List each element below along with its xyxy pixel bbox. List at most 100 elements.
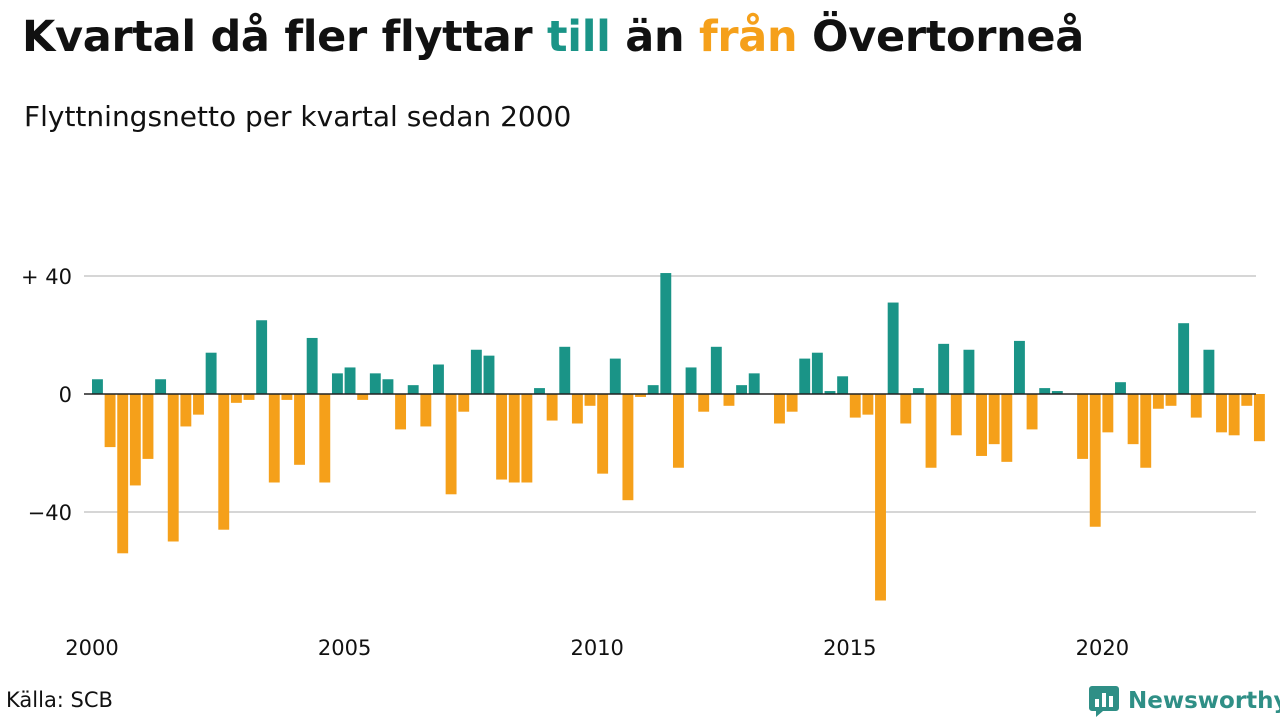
bar-2010-q3: 2010 Q3: -36 <box>622 394 634 501</box>
bar-2016-q2: 2016 Q2: 2 <box>912 388 924 394</box>
bar-2002-q1: 2002 Q1: -7 <box>193 394 204 415</box>
bar-2015-q2: 2015 Q2: -7 <box>862 394 874 415</box>
bar-2004-q2: 2004 Q2: 19 <box>306 337 318 394</box>
bar-2000-q4: 2000 Q4: -31 <box>129 394 141 486</box>
bar-2007-q1: 2007 Q1: -34 <box>445 394 457 495</box>
title-part-2: än <box>610 12 699 62</box>
x-tick-label: 2000 <box>65 636 118 660</box>
bar-2006-q2: 2006 Q2: 3 <box>407 385 419 394</box>
bar-2022-q2: 2022 Q2: -13 <box>1216 394 1227 433</box>
bar-2010-q1: 2010 Q1: -27 <box>597 394 609 474</box>
bar-2010-q2: 2010 Q2: 12 <box>609 358 621 394</box>
bar-2012-q2: 2012 Q2: 16 <box>710 346 722 394</box>
bar-2013-q3: 2013 Q3: -10 <box>774 394 785 424</box>
title-word-till: till <box>547 12 611 62</box>
bar-2000-q2: 2000 Q2: -18 <box>104 394 116 448</box>
bar-2009-q3: 2009 Q3: -10 <box>571 394 583 424</box>
bar-2001-q4: 2001 Q4: -11 <box>180 394 192 427</box>
bar-2009-q1: 2009 Q1: -9 <box>546 394 558 421</box>
y-tick-label: + 40 <box>21 265 72 289</box>
bar-2012-q3: 2012 Q3: -4 <box>723 394 735 406</box>
source-note: Källa: SCB <box>6 688 113 712</box>
bar-2022-q3: 2022 Q3: -14 <box>1228 394 1240 436</box>
bar-2013-q4: 2013 Q4: -6 <box>786 394 798 412</box>
bar-2002-q4: 2002 Q4: -3 <box>230 394 242 403</box>
bar-2008-q3: 2008 Q3: -30 <box>521 394 533 483</box>
chart-subtitle: Flyttningsnetto per kvartal sedan 2000 <box>24 100 572 133</box>
bar-2012-q4: 2012 Q4: 3 <box>736 385 748 394</box>
bar-2020-q4: 2020 Q4: -25 <box>1140 394 1152 468</box>
bar-2004-q4: 2004 Q4: 7 <box>331 373 343 394</box>
bar-2001-q3: 2001 Q3: -50 <box>167 394 179 542</box>
bar-2021-q1: 2021 Q1: -5 <box>1152 394 1164 409</box>
bar-2000-q3: 2000 Q3: -54 <box>117 394 129 554</box>
bar-2019-q1: 2019 Q1: 1 <box>1051 391 1063 394</box>
bar-2017-q4: 2017 Q4: -17 <box>988 394 1000 445</box>
bar-2017-q2: 2017 Q2: 15 <box>963 349 975 394</box>
bar-2007-q2: 2007 Q2: -6 <box>458 394 470 412</box>
brand-name: Newsworthy <box>1128 688 1280 714</box>
bar-2010-q4: 2010 Q4: -1 <box>635 394 646 397</box>
bar-2021-q2: 2021 Q2: -4 <box>1165 394 1177 406</box>
x-tick-labels: 2000 2005 2010 2015 2020 <box>65 636 1129 660</box>
x-tick-label: 2015 <box>823 636 876 660</box>
bar-2005-q2: 2005 Q2: -2 <box>357 394 369 400</box>
bar-2021-q3: 2021 Q3: 24 <box>1178 323 1190 394</box>
bar-2007-q3: 2007 Q3: 15 <box>470 349 482 394</box>
bar-2001-q1: 2001 Q1: -22 <box>142 394 154 459</box>
bar-chart: 2000 Q1: 52000 Q2: -182000 Q3: -542000 Q… <box>21 265 1265 660</box>
bar-2021-q4: 2021 Q4: -8 <box>1190 394 1202 418</box>
bar-2014-q4: 2014 Q4: 6 <box>837 376 849 394</box>
bar-2018-q3: 2018 Q3: -12 <box>1026 394 1038 430</box>
bar-2015-q1: 2015 Q1: -8 <box>849 394 861 418</box>
bar-2005-q4: 2005 Q4: 5 <box>382 379 394 394</box>
x-tick-label: 2020 <box>1076 636 1129 660</box>
bar-2012-q1: 2012 Q1: -6 <box>698 394 710 412</box>
bar-2022-q4: 2022 Q4: -4 <box>1241 394 1253 406</box>
bar-2009-q2: 2009 Q2: 16 <box>559 346 571 394</box>
bar-2018-q4: 2018 Q4: 2 <box>1039 388 1051 394</box>
bar-2011-q2: 2011 Q2: 41 <box>660 273 672 394</box>
bar-2004-q1: 2004 Q1: -24 <box>294 394 305 465</box>
bar-2016-q1: 2016 Q1: -10 <box>900 394 912 424</box>
bar-2011-q3: 2011 Q3: -25 <box>672 394 684 468</box>
bar-2003-q1: 2003 Q1: -2 <box>243 394 255 400</box>
bar-2022-q1: 2022 Q1: 15 <box>1203 349 1215 394</box>
bar-2019-q4: 2019 Q4: -45 <box>1089 394 1101 527</box>
bar-2003-q2: 2003 Q2: 25 <box>256 320 268 394</box>
y-tick-label: −40 <box>28 501 72 525</box>
bar-2015-q3: 2015 Q3: -70 <box>875 394 886 601</box>
bar-2014-q3: 2014 Q3: 1 <box>824 391 836 394</box>
bar-2011-q4: 2011 Q4: 9 <box>685 367 697 394</box>
brand-logo: Newsworthy <box>1088 684 1280 718</box>
bars: 2000 Q1: 52000 Q2: -182000 Q3: -542000 Q… <box>92 273 1265 601</box>
x-tick-label: 2005 <box>318 636 371 660</box>
bar-2023-q1: 2023 Q1: -16 <box>1253 394 1265 442</box>
bar-2015-q4: 2015 Q4: 31 <box>887 302 899 394</box>
bar-2020-q3: 2020 Q3: -17 <box>1127 394 1139 445</box>
bar-2014-q2: 2014 Q2: 14 <box>811 352 823 394</box>
title-word-fran: från <box>698 12 798 62</box>
bar-2002-q2: 2002 Q2: 14 <box>205 352 217 394</box>
bar-2018-q2: 2018 Q2: 18 <box>1013 340 1025 394</box>
bar-2003-q3: 2003 Q3: -30 <box>268 394 280 483</box>
bar-2014-q1: 2014 Q1: 12 <box>799 358 811 394</box>
title-part-3: Övertorneå <box>797 12 1085 62</box>
y-tick-label: 0 <box>59 383 72 407</box>
bar-2006-q3: 2006 Q3: -11 <box>420 394 432 427</box>
bar-2020-q1: 2020 Q1: -13 <box>1102 394 1114 433</box>
bar-2011-q1: 2011 Q1: 3 <box>647 385 659 394</box>
bar-2018-q1: 2018 Q1: -23 <box>1001 394 1013 462</box>
bar-2008-q1: 2008 Q1: -29 <box>496 394 508 480</box>
bar-2008-q2: 2008 Q2: -30 <box>508 394 520 483</box>
bar-2017-q1: 2017 Q1: -14 <box>950 394 962 436</box>
y-tick-labels: + 40 0 −40 <box>21 265 72 525</box>
bar-2008-q4: 2008 Q4: 2 <box>534 388 545 394</box>
bar-2005-q3: 2005 Q3: 7 <box>369 373 381 394</box>
bar-2004-q3: 2004 Q3: -30 <box>319 394 331 483</box>
bar-2017-q3: 2017 Q3: -21 <box>976 394 987 456</box>
x-tick-label: 2010 <box>570 636 623 660</box>
bar-2019-q3: 2019 Q3: -22 <box>1077 394 1089 459</box>
bar-2002-q3: 2002 Q3: -46 <box>218 394 230 530</box>
title-part-1: Kvartal då fler flyttar <box>22 12 547 62</box>
